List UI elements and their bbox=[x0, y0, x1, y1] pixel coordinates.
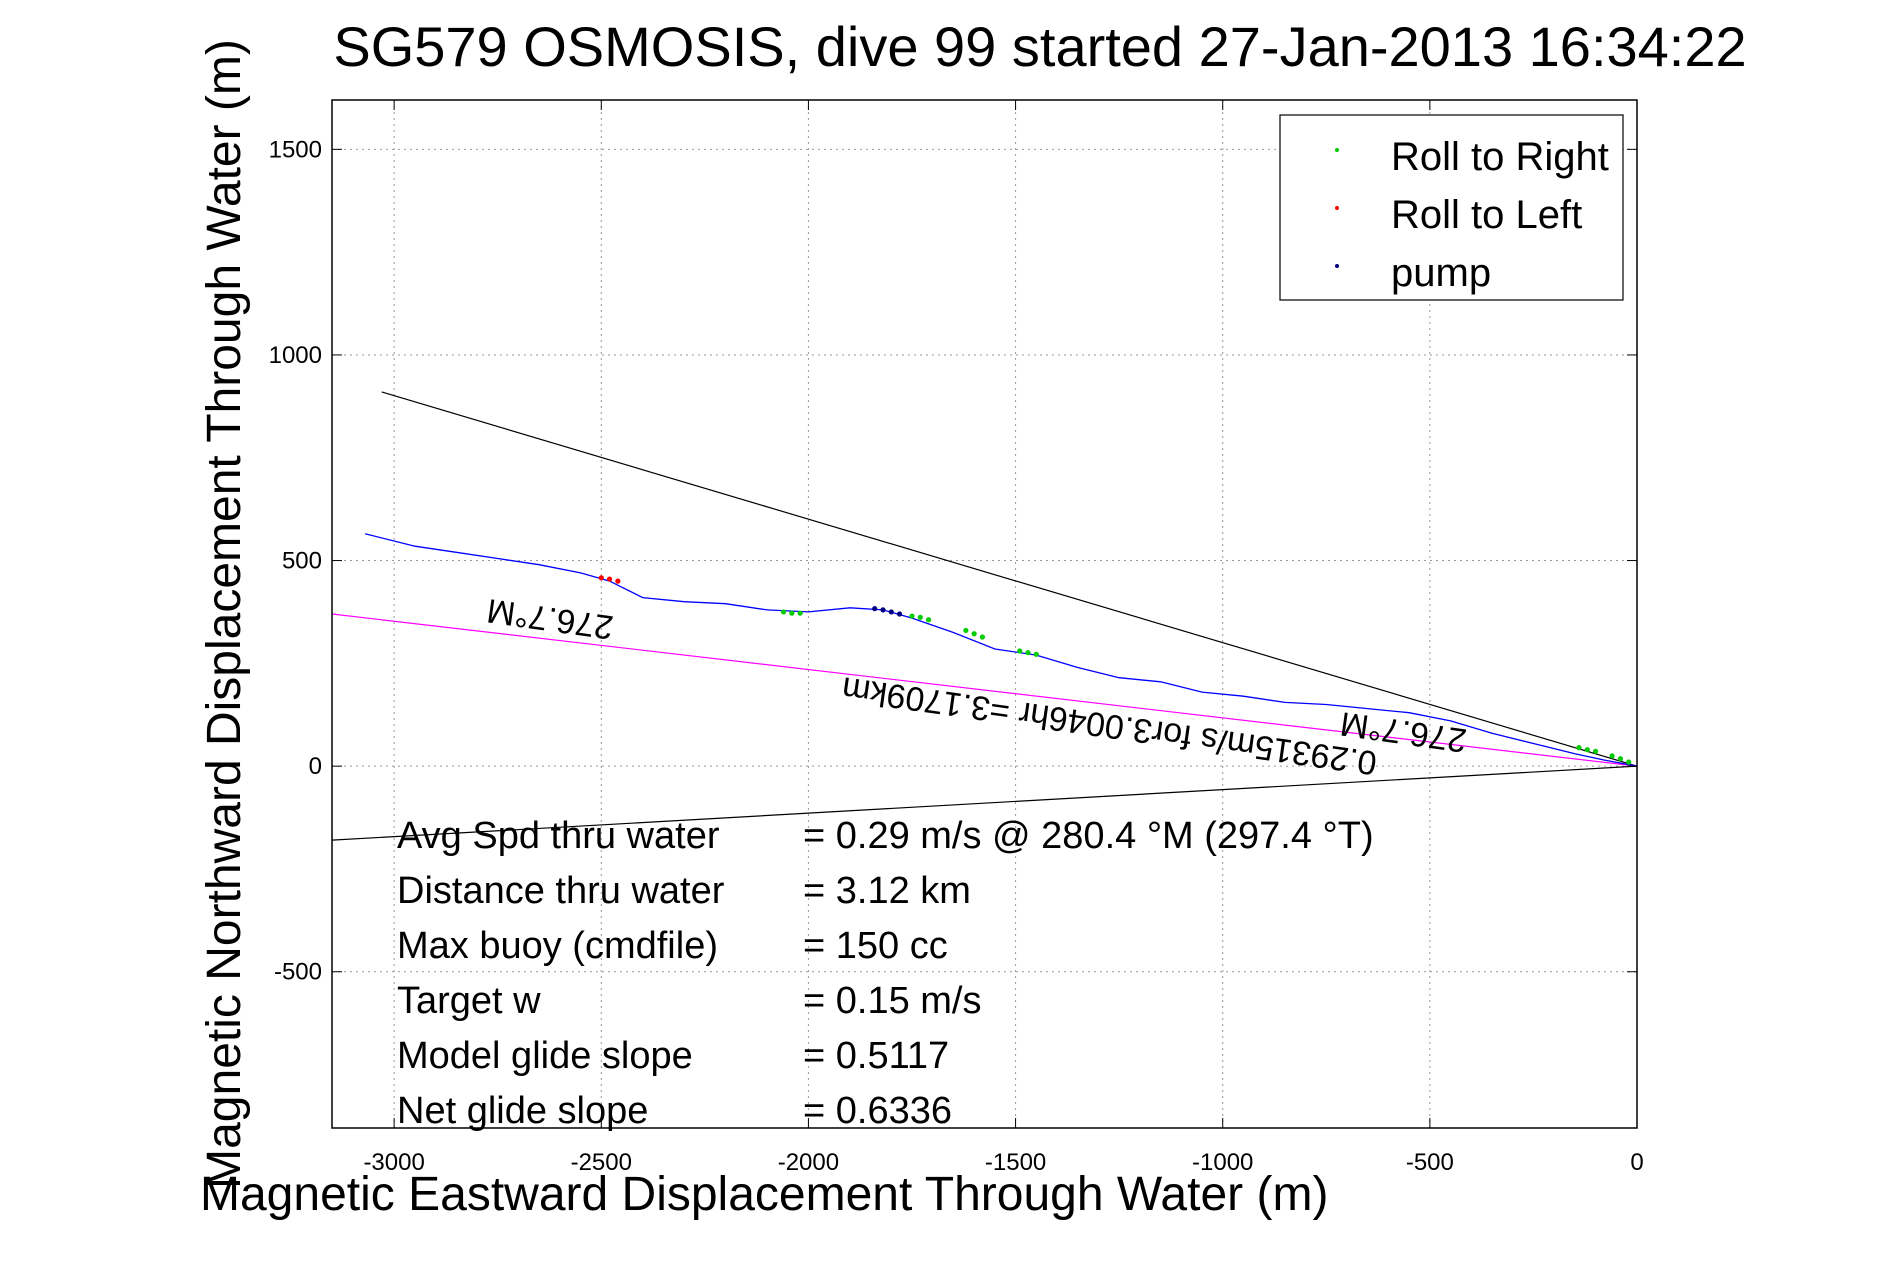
summary-value: = 0.29 m/s @ 280.4 °M (297.4 °T) bbox=[803, 815, 1374, 857]
x-tick-label: -2500 bbox=[571, 1149, 632, 1176]
summary-label: Model glide slope bbox=[397, 1035, 693, 1077]
marker-roll-to-left bbox=[606, 576, 613, 582]
summary-label: Target w bbox=[397, 980, 541, 1022]
y-tick-label: 500 bbox=[282, 548, 322, 575]
y-tick-label: 0 bbox=[309, 753, 322, 780]
x-tick-label: 0 bbox=[1630, 1149, 1643, 1176]
legend-label-roll-left: Roll to Left bbox=[1391, 193, 1582, 237]
summary-value: = 0.15 m/s bbox=[803, 980, 981, 1022]
plot-area bbox=[331, 391, 1638, 841]
marker-pump bbox=[896, 611, 903, 617]
summary-label: Max buoy (cmdfile) bbox=[397, 925, 718, 967]
chart-title: SG579 OSMOSIS, dive 99 started 27-Jan-20… bbox=[333, 15, 1746, 78]
marker-roll-to-right bbox=[797, 610, 803, 616]
summary-label: Avg Spd thru water bbox=[397, 815, 720, 857]
summary-label: Net glide slope bbox=[397, 1090, 648, 1132]
x-tick-label: -3000 bbox=[363, 1149, 424, 1176]
reference-line-0 bbox=[381, 391, 1638, 767]
marker-roll-to-left bbox=[598, 575, 604, 581]
marker-pump bbox=[888, 609, 894, 615]
marker-pump bbox=[872, 606, 878, 612]
marker-roll-to-right bbox=[925, 617, 932, 623]
x-tick-label: -500 bbox=[1406, 1149, 1454, 1176]
marker-roll-to-right bbox=[1592, 748, 1599, 754]
y-tick-label: 1500 bbox=[269, 136, 322, 163]
marker-roll-to-right bbox=[1626, 759, 1632, 765]
summary-value: = 150 cc bbox=[803, 925, 948, 967]
y-tick-label: 1000 bbox=[269, 342, 322, 369]
x-tick-label: -2000 bbox=[778, 1149, 839, 1176]
marker-roll-to-right bbox=[1617, 756, 1624, 762]
reference-line-1 bbox=[331, 765, 1638, 841]
reference-line-2 bbox=[331, 613, 1638, 767]
marker-roll-to-left bbox=[615, 578, 621, 584]
summary-value: = 0.6336 bbox=[803, 1090, 952, 1132]
y-tick-label: -500 bbox=[274, 959, 322, 986]
marker-roll-to-right bbox=[1033, 651, 1039, 657]
y-axis-label: Magnetic Northward Displacement Through … bbox=[198, 39, 251, 1189]
marker-pump bbox=[880, 607, 886, 613]
legend-label-roll-right: Roll to Right bbox=[1391, 135, 1609, 179]
summary-value: = 3.12 km bbox=[803, 870, 971, 912]
marker-roll-to-right bbox=[917, 614, 923, 620]
x-tick-label: -1500 bbox=[985, 1149, 1046, 1176]
legend: Roll to Right Roll to Left pump bbox=[1279, 114, 1624, 301]
marker-roll-to-right bbox=[1609, 753, 1615, 759]
marker-roll-to-right bbox=[1025, 650, 1031, 656]
legend-label-pump: pump bbox=[1391, 251, 1491, 295]
series-line-track bbox=[364, 533, 1638, 767]
marker-roll-to-right bbox=[963, 627, 969, 634]
legend-marker-pump bbox=[1335, 264, 1339, 268]
legend-marker-roll-left bbox=[1335, 206, 1339, 210]
summary-label: Distance thru water bbox=[397, 870, 725, 912]
axes-frame bbox=[331, 99, 1638, 1129]
marker-roll-to-right bbox=[1576, 745, 1582, 751]
summary-stats: Avg Spd thru water = 0.29 m/s @ 280.4 °M … bbox=[397, 815, 1374, 1132]
ticks: -3000 -2500 -2000 -1500 -1000 -500 0 -500 0 500 10… bbox=[269, 100, 1644, 1176]
marker-roll-to-right bbox=[789, 610, 795, 616]
marker-roll-to-right bbox=[1584, 747, 1590, 753]
legend-marker-roll-right bbox=[1335, 148, 1339, 152]
summary-value: = 0.5117 bbox=[803, 1035, 949, 1077]
marker-roll-to-right bbox=[971, 631, 977, 637]
x-axis-label: Magnetic Eastward Displacement Through W… bbox=[200, 1168, 1328, 1221]
marker-roll-to-right bbox=[1017, 648, 1023, 654]
marker-roll-to-right bbox=[909, 613, 915, 619]
marker-roll-to-right bbox=[780, 609, 787, 615]
marker-roll-to-right bbox=[979, 634, 986, 640]
x-tick-label: -1000 bbox=[1192, 1149, 1253, 1176]
